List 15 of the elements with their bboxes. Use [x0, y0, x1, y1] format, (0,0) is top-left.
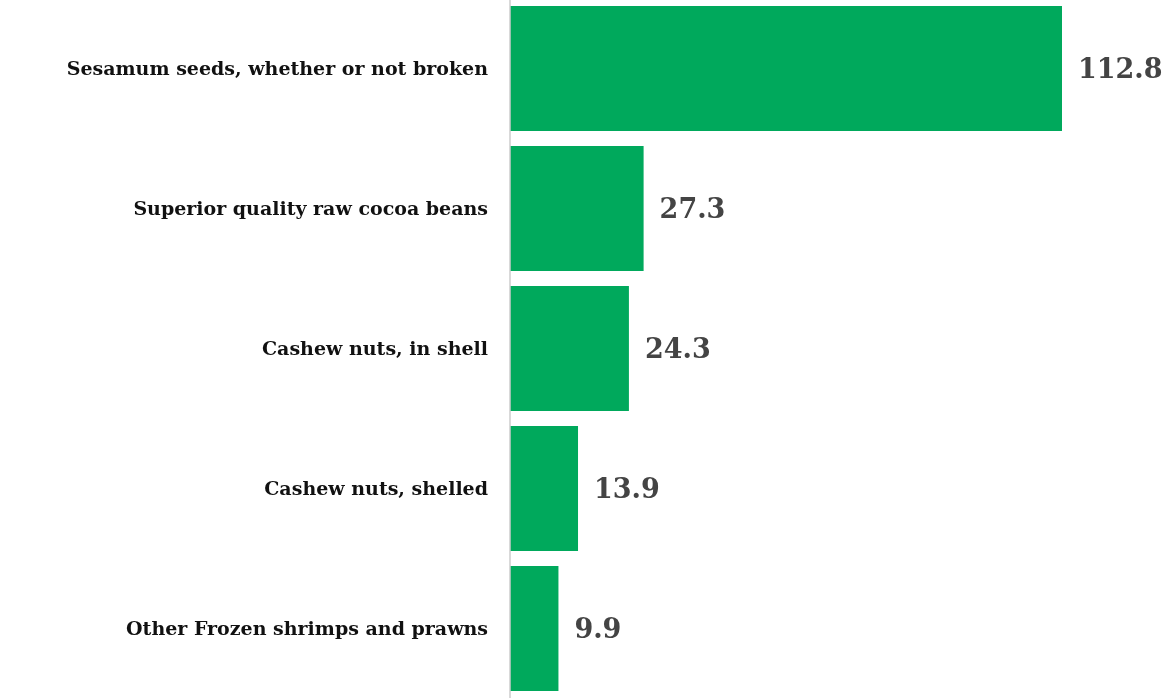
- y-tick-label: Cashew nuts, in shell: [261, 337, 488, 360]
- y-tick-label: Other Frozen shrimps and prawns: [126, 617, 488, 640]
- bar: [510, 146, 644, 271]
- bar: [510, 566, 559, 691]
- bar: [510, 6, 1062, 131]
- bar: [510, 426, 579, 551]
- y-tick-label: Cashew nuts, shelled: [264, 477, 488, 500]
- data-label: 27.3: [659, 192, 726, 224]
- y-tick-label: Superior quality raw cocoa beans: [133, 197, 488, 220]
- bar: [510, 286, 629, 411]
- data-label: 24.3: [644, 332, 711, 364]
- y-tick-label: Sesamum seeds, whether or not broken: [66, 57, 489, 80]
- data-label: 112.8: [1078, 52, 1162, 84]
- data-label: 13.9: [594, 472, 660, 504]
- data-label: 9.9: [574, 612, 622, 644]
